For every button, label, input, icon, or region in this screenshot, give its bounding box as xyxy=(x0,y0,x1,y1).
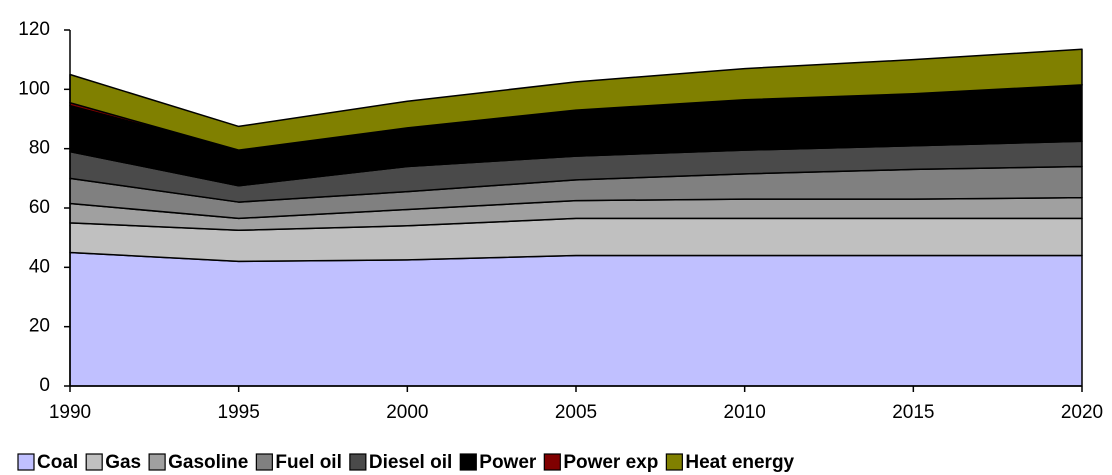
legend-swatch xyxy=(17,453,35,471)
y-tick-label: 120 xyxy=(18,19,50,40)
legend-label: Gas xyxy=(105,452,141,473)
x-tick-label: 2005 xyxy=(555,402,597,423)
legend-label: Power exp xyxy=(563,452,658,473)
legend-swatch xyxy=(255,453,273,471)
x-tick-label: 2020 xyxy=(1061,402,1103,423)
y-tick-label: 80 xyxy=(29,138,50,159)
legend-label: Gasoline xyxy=(168,452,248,473)
y-tick-label: 0 xyxy=(39,375,50,396)
legend-label: Coal xyxy=(37,452,78,473)
y-tick-label: 20 xyxy=(29,316,50,337)
y-tick-label: 40 xyxy=(29,256,50,277)
legend-label: Diesel oil xyxy=(369,452,452,473)
x-tick-label: 2010 xyxy=(724,402,766,423)
x-tick-label: 2015 xyxy=(892,402,934,423)
x-tick-label: 1990 xyxy=(49,402,91,423)
x-tick-label: 2000 xyxy=(386,402,428,423)
y-tick-label: 60 xyxy=(29,197,50,218)
legend-label: Fuel oil xyxy=(275,452,342,473)
legend-swatch xyxy=(543,453,561,471)
legend-swatch xyxy=(665,453,683,471)
legend-swatch xyxy=(459,453,477,471)
legend-swatch xyxy=(148,453,166,471)
area xyxy=(69,251,1083,387)
legend-swatch xyxy=(349,453,367,471)
legend-label: Heat energy xyxy=(685,452,794,473)
x-tick-label: 1995 xyxy=(218,402,260,423)
area xyxy=(69,48,1083,151)
legend-swatch xyxy=(85,453,103,471)
y-tick-label: 100 xyxy=(18,78,50,99)
legend-label: Power xyxy=(479,452,537,473)
